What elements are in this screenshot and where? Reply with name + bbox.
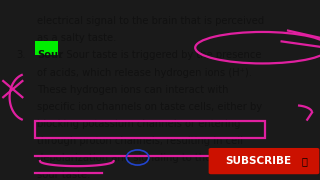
Text: sour taste.: sour taste. — [37, 170, 90, 180]
Text: through proton channels, resulting in cell: through proton channels, resulting in ce… — [37, 136, 243, 146]
Text: 3.: 3. — [16, 50, 26, 60]
Text: These hydrogen ions can interact with: These hydrogen ions can interact with — [37, 85, 228, 95]
Text: of acids, which release hydrogen ions (H⁺).: of acids, which release hydrogen ions (H… — [37, 68, 252, 78]
Text: 🔔: 🔔 — [301, 156, 307, 166]
Bar — [35, 121, 265, 138]
Text: as a salty taste.: as a salty taste. — [37, 33, 116, 43]
Text: : Sour taste is triggered by the presence: : Sour taste is triggered by the presenc… — [60, 50, 262, 60]
Text: SUBSCRIBE: SUBSCRIBE — [226, 156, 292, 166]
Text: depolarization and signaling to the brain as a: depolarization and signaling to the brai… — [37, 153, 264, 163]
Bar — [35, 41, 58, 55]
Text: specific ion channels on taste cells, either by: specific ion channels on taste cells, ei… — [37, 102, 262, 112]
Text: blocking potassium channels or entering: blocking potassium channels or entering — [37, 119, 240, 129]
Text: electrical signal to the brain that is perceived: electrical signal to the brain that is p… — [37, 16, 264, 26]
FancyBboxPatch shape — [209, 148, 319, 174]
Text: Sour: Sour — [37, 50, 63, 60]
